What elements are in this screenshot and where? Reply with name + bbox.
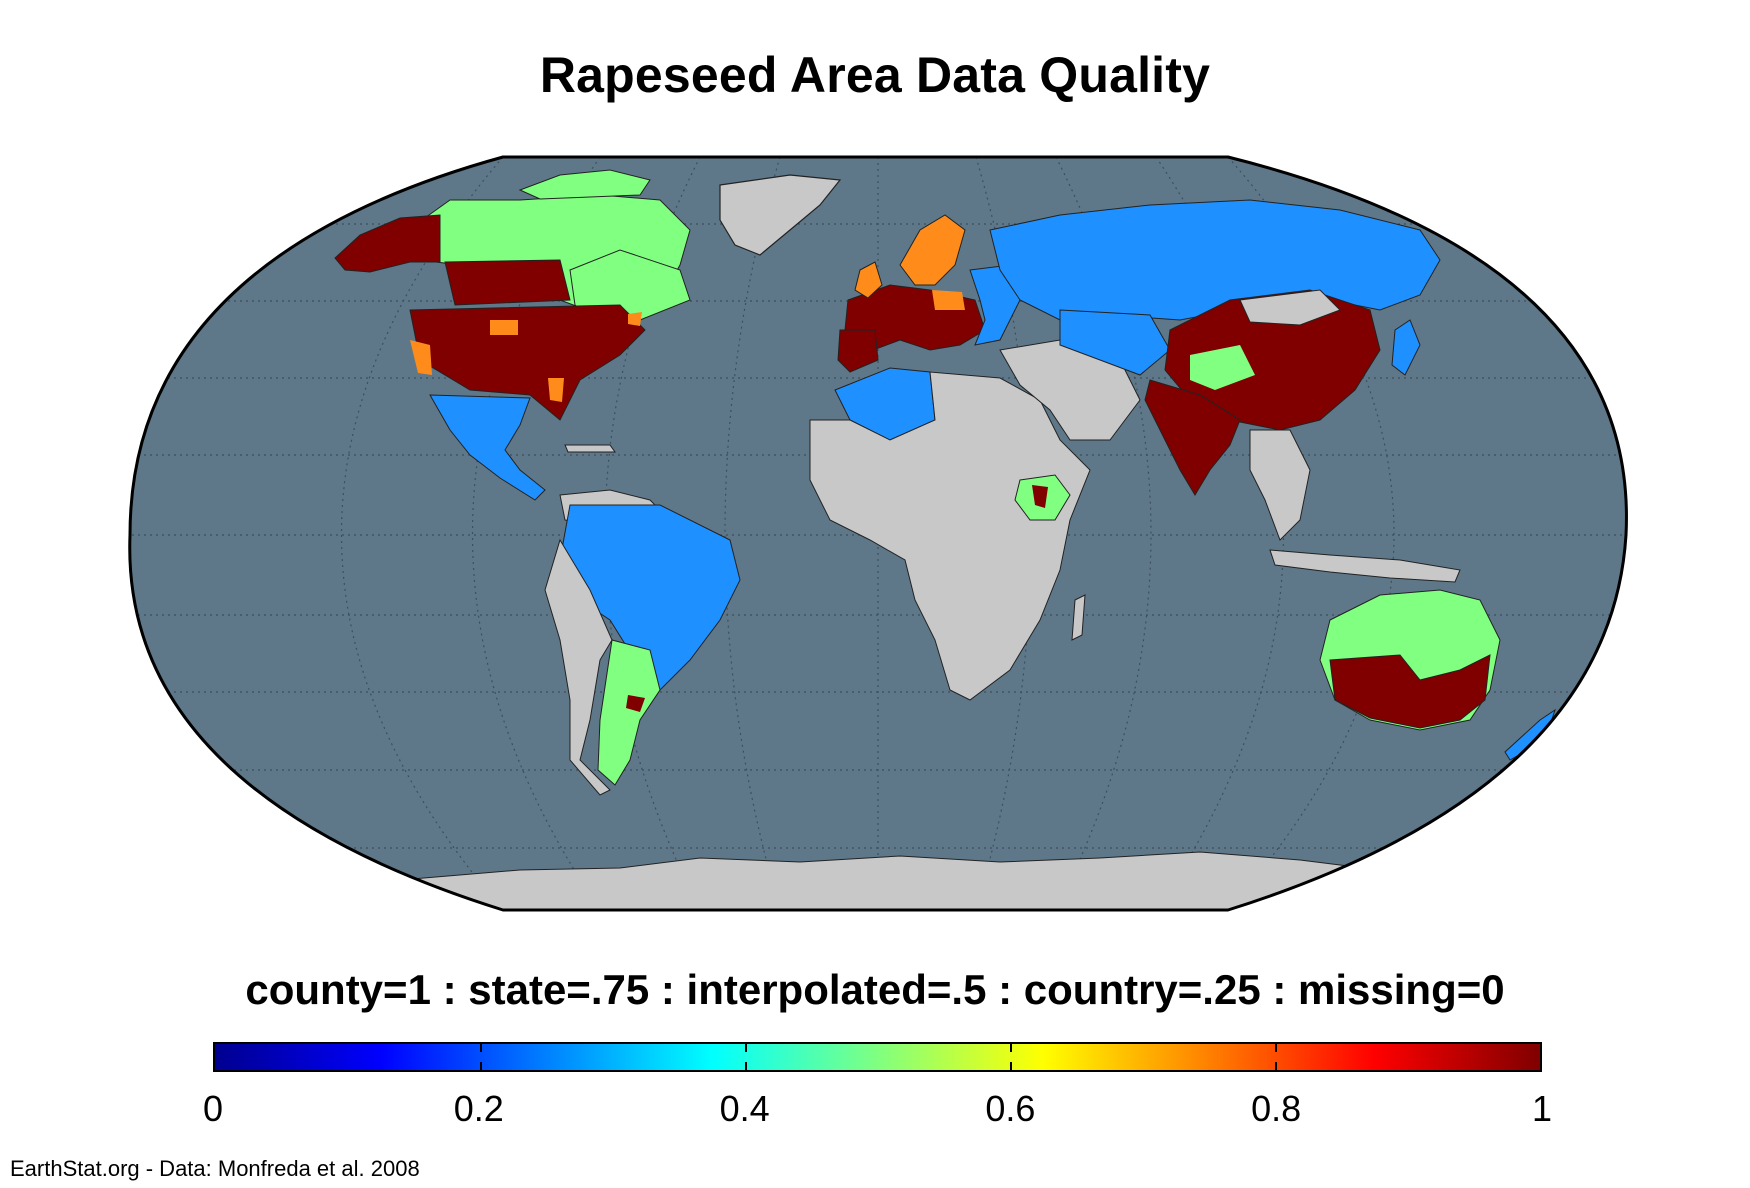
usa-mid-state <box>490 320 518 335</box>
colorbar-tick-mark <box>480 1044 482 1052</box>
map-frame <box>128 155 1628 912</box>
colorbar-tick-label: 0.6 <box>985 1088 1036 1129</box>
colorbar-tick-label: 0.8 <box>1251 1088 1302 1129</box>
caribbean <box>564 444 616 453</box>
colorbar-tick-mark <box>480 1062 482 1070</box>
credit-text: EarthStat.org - Data: Monfreda et al. 20… <box>10 1156 420 1181</box>
mongolia <box>1239 289 1341 326</box>
central-asia <box>1059 309 1171 376</box>
usa-ne-state <box>628 312 642 326</box>
india <box>1144 379 1241 496</box>
russia <box>989 199 1441 321</box>
argentina <box>597 639 661 786</box>
scandinavia <box>899 214 966 286</box>
greenland <box>719 174 842 256</box>
africa <box>809 371 1091 701</box>
mexico <box>429 394 546 501</box>
usa-se-state <box>548 378 564 402</box>
colorbar-tick-label: 0.2 <box>453 1088 504 1129</box>
usa-west-state <box>410 340 432 375</box>
alaska <box>334 214 441 273</box>
colorbar-tick-mark <box>1010 1062 1012 1070</box>
colorbar-tick-label: 1 <box>1531 1088 1553 1129</box>
map-title: Rapeseed Area Data Quality <box>539 47 1211 103</box>
china-interpolated <box>1190 345 1255 390</box>
uk <box>854 261 883 299</box>
madagascar <box>1071 594 1086 641</box>
argentina-county <box>626 695 645 712</box>
legend-caption: county=1 : state=.75 : interpolated=.5 :… <box>245 966 1505 1013</box>
central-europe-state <box>932 290 965 310</box>
colorbar-tick-mark <box>1010 1044 1012 1052</box>
antarctica <box>399 851 1401 910</box>
australia-county <box>1329 654 1491 729</box>
iberia <box>837 329 879 373</box>
japan <box>1391 319 1421 376</box>
colorbar-tick-label: 0 <box>202 1088 224 1129</box>
southeast-asia <box>1249 429 1311 541</box>
colorbar-tick-mark <box>745 1044 747 1052</box>
canada-prairies <box>444 259 571 306</box>
colorbar-tick-mark <box>1275 1062 1277 1070</box>
canada-islands <box>518 169 651 200</box>
colorbar-tick-label: 0.4 <box>719 1088 770 1129</box>
colorbar-tick-mark <box>1275 1044 1277 1052</box>
ethiopia-county <box>1032 485 1048 508</box>
indonesia <box>1269 549 1461 583</box>
colorbar <box>213 1042 1542 1072</box>
colorbar-tick-mark <box>745 1062 747 1070</box>
